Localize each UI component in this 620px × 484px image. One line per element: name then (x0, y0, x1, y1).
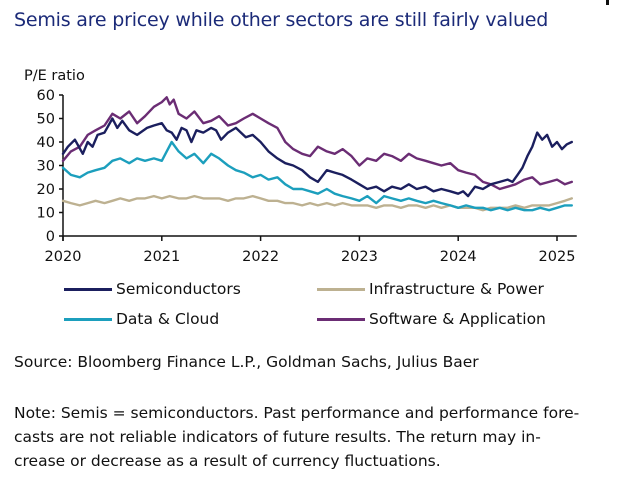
legend-swatch (317, 287, 365, 291)
x-tick-label: 2024 (440, 249, 477, 265)
note-line: Note: Semis = semiconductors. Past perfo… (14, 404, 580, 422)
note-line: crease or decrease as a result of curren… (14, 452, 441, 470)
legend-entry-semiconductors: Semiconductors (64, 280, 241, 298)
note-line: casts are not reliable indicators of fut… (14, 428, 541, 446)
series-line-data-cloud (61, 140, 573, 212)
y-tick-label: 20 (37, 182, 55, 198)
legend-swatch (64, 287, 112, 291)
legend-label: Semiconductors (116, 280, 241, 298)
y-tick-label: 60 (37, 88, 55, 104)
y-tick-label: 40 (37, 135, 55, 151)
legend-swatch (317, 317, 365, 321)
y-tick-label: 10 (37, 206, 55, 222)
legend-label: Infrastructure & Power (369, 280, 544, 298)
legend-label: Data & Cloud (116, 310, 220, 328)
y-axis-label: P/E ratio (24, 68, 85, 84)
legend-label: Software & Application (369, 310, 546, 328)
y-tick-label: 30 (37, 159, 55, 175)
x-tick-label: 2023 (341, 249, 378, 265)
x-tick-label: 2022 (242, 249, 279, 265)
x-tick-label: 2025 (539, 249, 576, 265)
source-note: Source: Bloomberg Finance L.P., Goldman … (14, 353, 479, 371)
line-chart: P/E ratio 0 10 20 30 40 50 60 2020 2021 2022 2023 2… (24, 68, 577, 265)
disclaimer-note: Note: Semis = semiconductors. Past perfo… (14, 401, 614, 473)
series-line-software-application (61, 96, 573, 191)
corner-mark (606, 0, 609, 5)
page-title: Semis are pricey while other sectors are… (14, 9, 549, 31)
legend-entry-data-cloud: Data & Cloud (64, 310, 219, 328)
x-tick-label: 2020 (45, 249, 82, 265)
legend-entry-software-application: Software & Application (317, 310, 546, 328)
chart-series (61, 96, 573, 212)
series-line-semiconductors (61, 117, 573, 198)
x-tick-label: 2021 (143, 249, 180, 265)
y-tick-label: 0 (46, 229, 55, 245)
legend-swatch (64, 317, 112, 321)
chart-axes: 0 10 20 30 40 50 60 2020 2021 2022 2023 2024 2025 (37, 88, 577, 265)
y-tick-label: 50 (37, 112, 55, 128)
legend-entry-infrastructure-power: Infrastructure & Power (317, 280, 544, 298)
